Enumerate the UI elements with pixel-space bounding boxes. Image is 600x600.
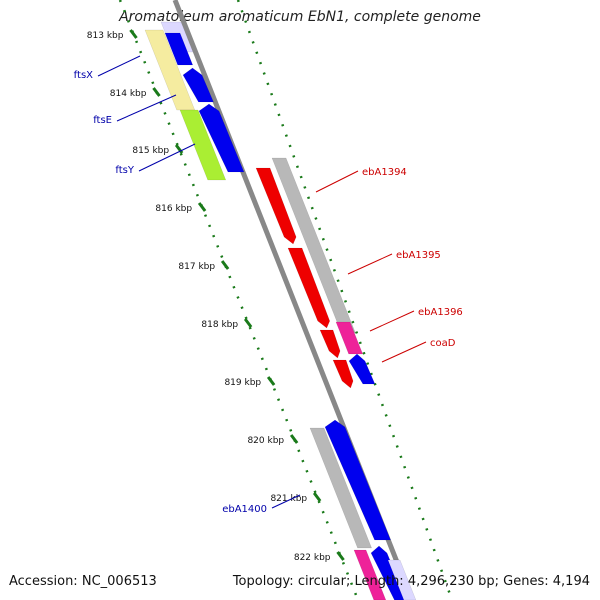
gene-leader-line: [97, 55, 141, 77]
gene-leader-line: [271, 494, 301, 509]
gene-leader-line: [347, 253, 393, 275]
genes-label: Genes:: [503, 574, 549, 589]
gene-ftsE: [182, 67, 214, 103]
kbp-label: 813 kbp: [87, 31, 124, 41]
cog-band-bottom: [353, 549, 387, 600]
topology-text: Topology: circular; Length: 4,296,230 bp…: [232, 574, 590, 589]
kbp-label: 814 kbp: [110, 89, 147, 99]
gene-small-red: [332, 359, 354, 389]
gene-ebA1395: [287, 247, 331, 329]
cog-band-ftsY: [179, 109, 227, 181]
page-title: Aromatoleum aromaticum EbN1, complete ge…: [119, 9, 481, 25]
cog-band-ebA1396: [335, 321, 364, 355]
gene-leader-line: [315, 170, 359, 193]
gene-label: ebA1394: [362, 167, 407, 178]
kbp-tick: [129, 29, 138, 39]
gene-leader-line: [138, 143, 196, 172]
length-value: 4,296,230 bp: [407, 574, 495, 589]
kbp-tick: [243, 318, 253, 328]
cog-band-bottom2: [387, 559, 417, 600]
accession-text: Accession: NC_006513: [9, 574, 157, 589]
gene-label: ebA1396: [418, 307, 463, 318]
neutral-band-1: [271, 157, 356, 334]
kbp-tick: [312, 492, 322, 502]
kbp-tick: [220, 260, 230, 270]
length-label: Length:: [354, 574, 404, 589]
gene-leader-line: [369, 310, 415, 332]
kbp-tick: [152, 87, 161, 97]
kbp-label: 817 kbp: [178, 262, 215, 272]
gene-label: ebA1400: [222, 504, 267, 515]
kbp-label: 815 kbp: [132, 146, 169, 156]
kbp-label: 820 kbp: [247, 436, 284, 446]
kbp-label: 822 kbp: [294, 553, 331, 563]
gene-label: coaD: [430, 338, 456, 349]
topology-label: Topology:: [232, 574, 294, 589]
gene-leader-line: [116, 94, 177, 122]
gene-coaD: [348, 353, 376, 385]
accession-value: NC_006513: [81, 574, 157, 589]
genes-value: 4,194: [552, 574, 590, 589]
gene-ftsY: [198, 103, 245, 173]
gene-label: ebA1395: [396, 250, 441, 261]
kbp-tick: [289, 434, 299, 444]
accession-label: Accession:: [9, 574, 78, 589]
gene-leader-line: [381, 341, 427, 363]
gene-label: ftsY: [115, 165, 134, 176]
gene-bottom: [370, 545, 407, 600]
topology-value: circular: [297, 574, 346, 589]
kbp-tick: [266, 376, 276, 386]
neutral-band-2: [309, 427, 372, 549]
gene-ebA1396: [319, 329, 341, 359]
kbp-label: 818 kbp: [201, 320, 238, 330]
kbp-tick: [197, 202, 207, 212]
gene-ebA1400: [324, 419, 391, 541]
gene-label: ftsE: [93, 115, 112, 126]
kbp-label: 816 kbp: [155, 204, 192, 214]
gene-label: ftsX: [74, 70, 93, 81]
gene-ftsX: [164, 32, 194, 66]
kbp-tick: [174, 144, 184, 154]
kbp-tick: [336, 551, 345, 561]
gene-ebA1394: [255, 167, 297, 245]
kbp-label: 819 kbp: [224, 378, 261, 388]
kbp-label: 821 kbp: [270, 494, 307, 504]
